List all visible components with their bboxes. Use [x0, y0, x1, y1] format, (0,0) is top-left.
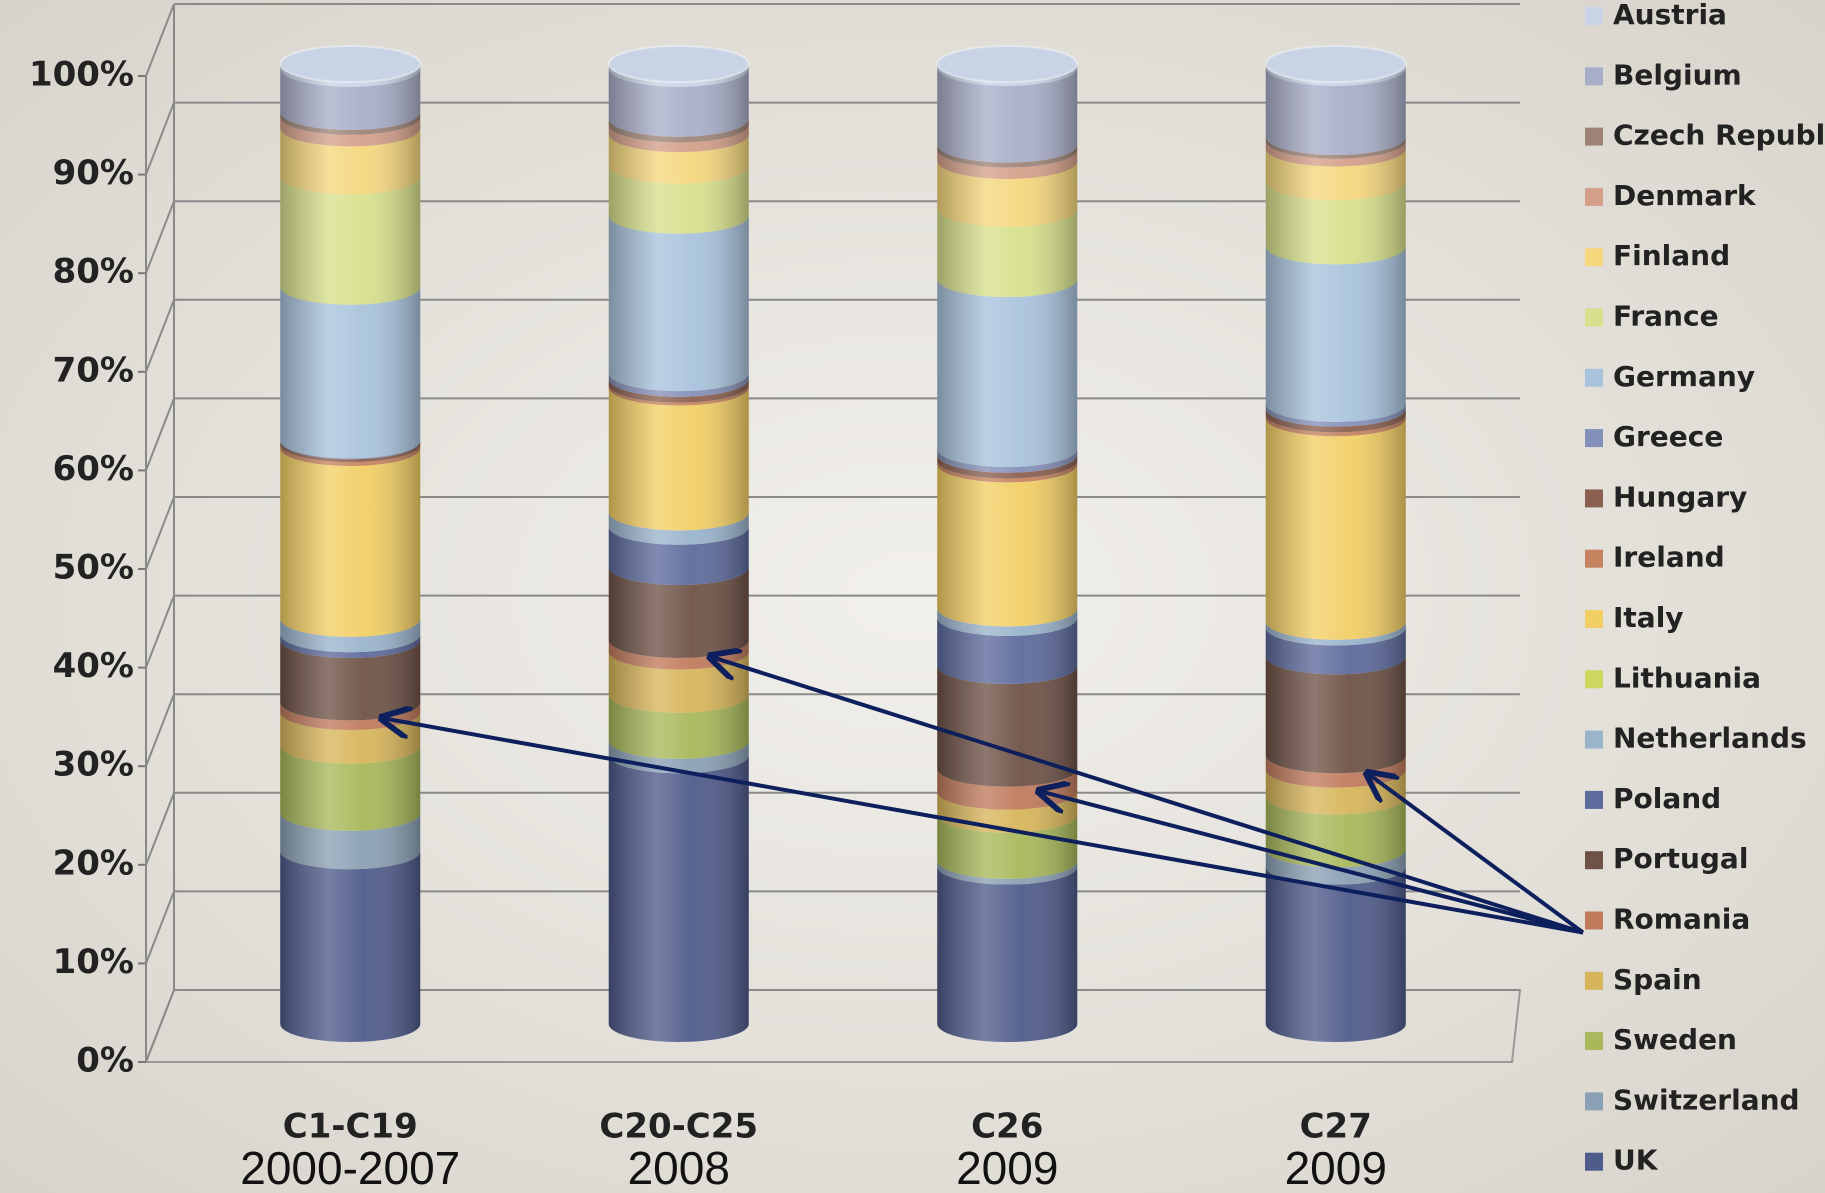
y-tick-label: 10% [53, 942, 134, 982]
y-tick-label: 60% [53, 449, 134, 489]
legend-label: Germany [1613, 360, 1755, 393]
cylinder-top [280, 46, 420, 82]
chart: 0%10%20%30%40%50%60%70%80%90%100%C1-C192… [0, 0, 1825, 1193]
legend-swatch [1585, 128, 1603, 146]
x-sublabel: 2008 [628, 1142, 730, 1193]
legend-label: Poland [1613, 782, 1721, 815]
legend-label: Greece [1613, 420, 1723, 453]
legend-label: UK [1613, 1144, 1659, 1177]
legend-swatch [1585, 248, 1603, 266]
y-tick-label: 40% [53, 646, 134, 686]
legend-label: Spain [1613, 963, 1702, 996]
x-sublabel: 2009 [1285, 1142, 1387, 1193]
legend-swatch [1585, 429, 1603, 447]
legend-label: Romania [1613, 903, 1750, 936]
legend-swatch [1585, 791, 1603, 809]
legend-swatch [1585, 489, 1603, 507]
legend-label: Netherlands [1613, 722, 1807, 755]
legend-swatch [1585, 550, 1603, 568]
legend-label: Finland [1613, 239, 1730, 272]
legend-swatch [1585, 731, 1603, 749]
x-tick-label: C1-C19 [283, 1107, 418, 1147]
legend-swatch [1585, 188, 1603, 206]
y-tick-label: 80% [53, 252, 134, 292]
legend-label: Sweden [1613, 1023, 1737, 1056]
legend-label: Italy [1613, 601, 1684, 634]
x-tick-label: C26 [971, 1107, 1043, 1147]
legend-label: Ireland [1613, 541, 1725, 574]
legend-label: France [1613, 300, 1719, 333]
cylinder-top [609, 46, 749, 82]
legend-swatch [1585, 670, 1603, 688]
y-tick-label: 100% [29, 55, 134, 95]
legend-label: Hungary [1613, 480, 1747, 513]
y-tick-label: 70% [53, 350, 134, 390]
legend-swatch [1585, 1153, 1603, 1171]
legend-label: Portugal [1613, 842, 1748, 875]
cylinder-shade [609, 64, 749, 1042]
cylinder-shade [280, 64, 420, 1042]
y-tick-label: 20% [53, 843, 134, 883]
legend-swatch [1585, 67, 1603, 85]
legend-swatch [1585, 912, 1603, 930]
legend-label: Belgium [1613, 58, 1742, 91]
legend-swatch [1585, 1092, 1603, 1110]
y-tick-label: 90% [53, 153, 134, 193]
x-tick-label: C20-C25 [599, 1107, 758, 1147]
cylinder-top [1266, 46, 1406, 82]
legend-label: Denmark [1613, 179, 1757, 212]
y-tick-label: 0% [76, 1041, 134, 1081]
legend-swatch [1585, 7, 1603, 25]
x-sublabel: 2000-2007 [240, 1142, 460, 1193]
legend-swatch [1585, 851, 1603, 869]
legend-label: Switzerland [1613, 1083, 1800, 1116]
y-tick-label: 30% [53, 745, 134, 785]
legend-label: Austria [1613, 0, 1727, 31]
cylinder-top [937, 46, 1077, 82]
legend-swatch [1585, 610, 1603, 628]
legend-swatch [1585, 972, 1603, 990]
legend-label: Czech Republic [1613, 119, 1825, 152]
y-tick-label: 50% [53, 548, 134, 588]
cylinder-shade [937, 64, 1077, 1042]
legend-label: Lithuania [1613, 661, 1761, 694]
legend-swatch [1585, 369, 1603, 387]
legend-swatch [1585, 309, 1603, 327]
x-sublabel: 2009 [956, 1142, 1058, 1193]
x-tick-label: C27 [1300, 1107, 1372, 1147]
legend-swatch [1585, 1032, 1603, 1050]
